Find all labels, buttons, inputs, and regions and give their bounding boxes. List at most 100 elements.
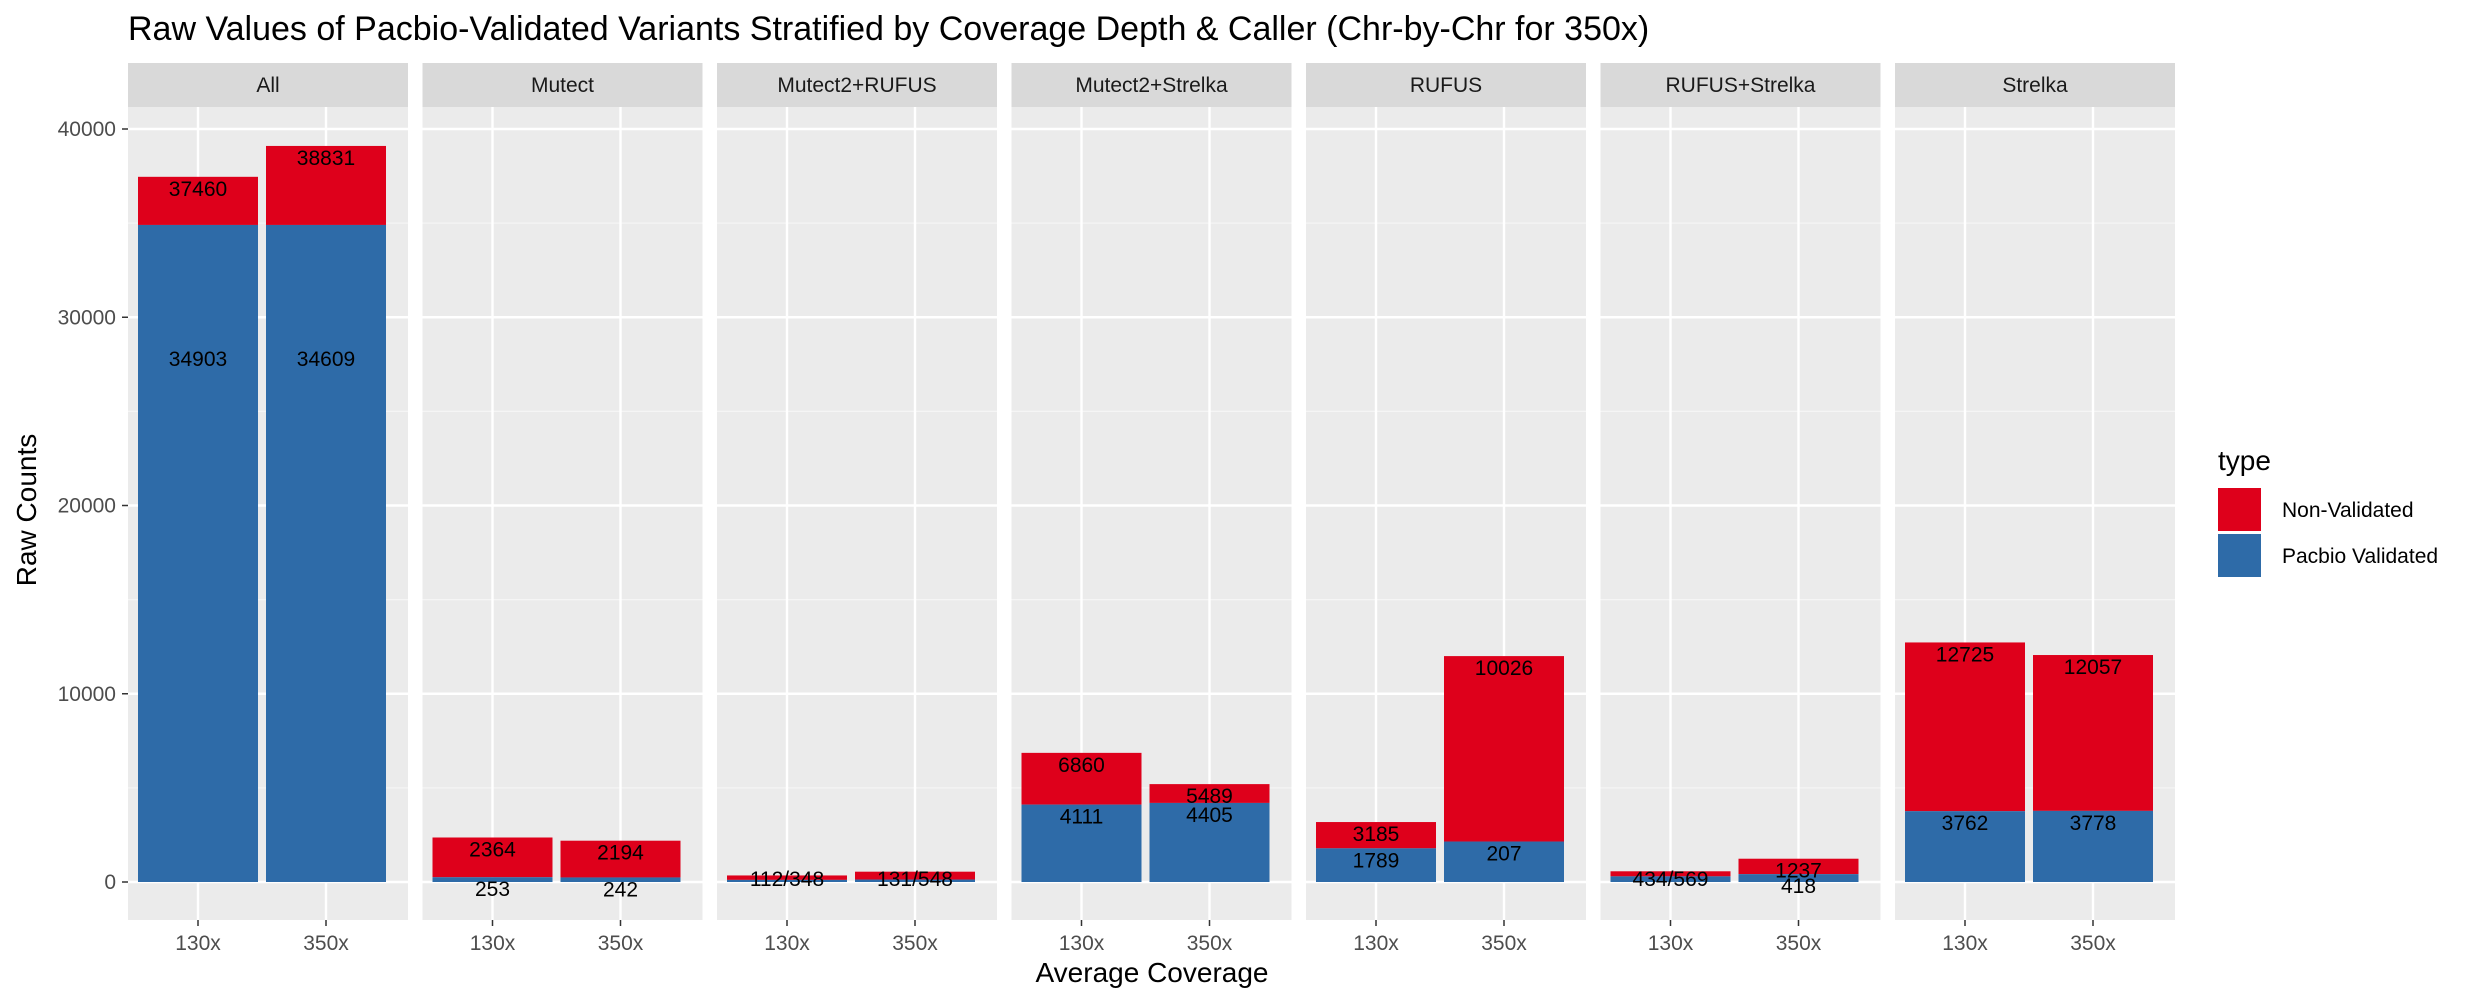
facet-panels: All 37460 34903 130x 38831 34609 350x Mutect 236…	[58, 63, 2175, 955]
legend-title: type	[2218, 445, 2271, 476]
bar-pacbio-validated	[1738, 874, 1859, 882]
legend-entry-label: Non-Validated	[2282, 499, 2414, 522]
bar-non-validated	[1444, 656, 1564, 842]
facet-panel: RUFUS 3185 1789 130x 10026 207 350x	[1306, 63, 1586, 955]
facet-strip	[717, 63, 997, 107]
x-tick-label: 130x	[764, 932, 810, 955]
data-label-non-validated: 6860	[1058, 754, 1105, 777]
bar-non-validated	[2033, 655, 2153, 811]
y-tick-label: 20000	[58, 495, 116, 518]
y-tick-label: 0	[104, 871, 116, 894]
facet-strip	[1306, 63, 1586, 107]
bar-non-validated	[1905, 642, 2025, 812]
x-axis-title: Average Coverage	[1036, 957, 1269, 988]
data-label-pacbio-validated: 418	[1781, 875, 1816, 898]
facet-strip-label: RUFUS	[1410, 74, 1482, 97]
bar-pacbio-validated	[1021, 804, 1142, 882]
data-label-non-validated: 2364	[469, 838, 516, 861]
bar-pacbio-validated	[1610, 876, 1731, 882]
legend-entry-label: Pacbio Validated	[2282, 545, 2438, 568]
facet-strip-label: Mutect2+Strelka	[1075, 74, 1228, 97]
legend-swatch	[2218, 534, 2261, 577]
data-label-non-validated: 38831	[297, 147, 355, 170]
x-tick-label: 130x	[175, 932, 221, 955]
bar-non-validated	[727, 875, 847, 880]
bar-pacbio-validated	[2033, 810, 2153, 882]
bar-non-validated	[138, 176, 258, 225]
x-tick-label: 350x	[1776, 932, 1822, 955]
y-tick-label: 30000	[58, 306, 116, 329]
bar-pacbio-validated	[1316, 848, 1436, 882]
bar-pacbio-validated	[727, 879, 847, 882]
facet-strip	[1600, 63, 1881, 107]
data-label-non-validated: 5489	[1186, 785, 1233, 808]
facet-strip-label: Mutect2+RUFUS	[777, 74, 936, 97]
x-tick-label: 350x	[2070, 932, 2116, 955]
x-tick-label: 350x	[598, 932, 644, 955]
data-label-pacbio-validated: 4405	[1186, 804, 1233, 827]
facet-strip-label: Mutect	[531, 74, 594, 97]
data-label-combined: 434/569	[1633, 868, 1709, 891]
bar-non-validated	[1316, 822, 1436, 849]
facet-strip	[1011, 63, 1292, 107]
x-tick-label: 350x	[1481, 932, 1527, 955]
bar-pacbio-validated	[560, 877, 681, 882]
panel-background	[717, 107, 997, 920]
y-axis: 0 10000 20000 30000 40000	[58, 118, 128, 894]
chart-title: Raw Values of Pacbio-Validated Variants …	[128, 10, 1649, 48]
facet-panel: Mutect 2364 253 130x 2194 242 350x	[422, 63, 703, 955]
x-tick-label: 130x	[1059, 932, 1105, 955]
x-tick-label: 350x	[892, 932, 938, 955]
facet-panel: Mutect2+RUFUS 112/348 130x 131/548 350x	[717, 63, 997, 955]
bar-pacbio-validated	[1149, 802, 1270, 882]
facet-strip	[128, 63, 408, 107]
data-label-pacbio-validated: 253	[475, 878, 510, 901]
bar-non-validated	[855, 871, 975, 880]
y-tick-label: 40000	[58, 118, 116, 141]
x-tick-label: 130x	[1353, 932, 1399, 955]
data-label-non-validated: 2194	[597, 842, 644, 865]
data-label-pacbio-validated: 3762	[1942, 812, 1989, 835]
bar-non-validated	[1738, 858, 1859, 875]
y-axis-title: Raw Counts	[11, 434, 42, 587]
bar-pacbio-validated	[432, 877, 553, 882]
data-label-non-validated: 3185	[1353, 823, 1400, 846]
data-label-non-validated: 10026	[1475, 657, 1533, 680]
bar-pacbio-validated	[855, 879, 975, 882]
facet-panel: Strelka 12725 3762 130x 12057 3778 350x	[1895, 63, 2175, 955]
panel-background	[422, 107, 703, 920]
data-label-pacbio-validated: 242	[603, 878, 638, 901]
facet-strip-label: RUFUS+Strelka	[1666, 74, 1816, 97]
data-label-non-validated: 12725	[1936, 643, 1994, 666]
data-label-pacbio-validated: 34609	[297, 348, 355, 371]
data-label-pacbio-validated: 34903	[169, 348, 227, 371]
bar-pacbio-validated	[266, 224, 386, 882]
bar-non-validated	[1610, 871, 1731, 877]
x-tick-label: 130x	[1648, 932, 1694, 955]
data-label-non-validated: 12057	[2064, 656, 2122, 679]
facet-strip-label: Strelka	[2002, 74, 2068, 97]
x-tick-label: 130x	[470, 932, 516, 955]
facet-panel: All 37460 34903 130x 38831 34609 350x	[128, 63, 408, 955]
data-label-pacbio-validated: 1789	[1353, 849, 1400, 872]
data-label-non-validated: 37460	[169, 178, 227, 201]
legend: type Non-Validated Pacbio Validated	[2218, 445, 2438, 577]
data-label-pacbio-validated: 3778	[2070, 812, 2117, 835]
bar-pacbio-validated	[1905, 811, 2025, 882]
y-tick-label: 10000	[58, 683, 116, 706]
bar-non-validated	[432, 837, 553, 878]
facet-strip	[422, 63, 703, 107]
x-tick-label: 130x	[1942, 932, 1988, 955]
data-label-combined: 131/548	[877, 868, 953, 891]
bar-non-validated	[560, 840, 681, 878]
data-label-pacbio-validated: 4111	[1060, 806, 1104, 829]
bar-non-validated	[266, 145, 386, 225]
data-label-non-validated: 1237	[1775, 860, 1822, 883]
bar-non-validated	[1021, 752, 1142, 805]
data-label-pacbio-validated: 207	[1486, 843, 1521, 866]
x-tick-label: 350x	[1187, 932, 1233, 955]
bar-non-validated	[1149, 784, 1270, 803]
